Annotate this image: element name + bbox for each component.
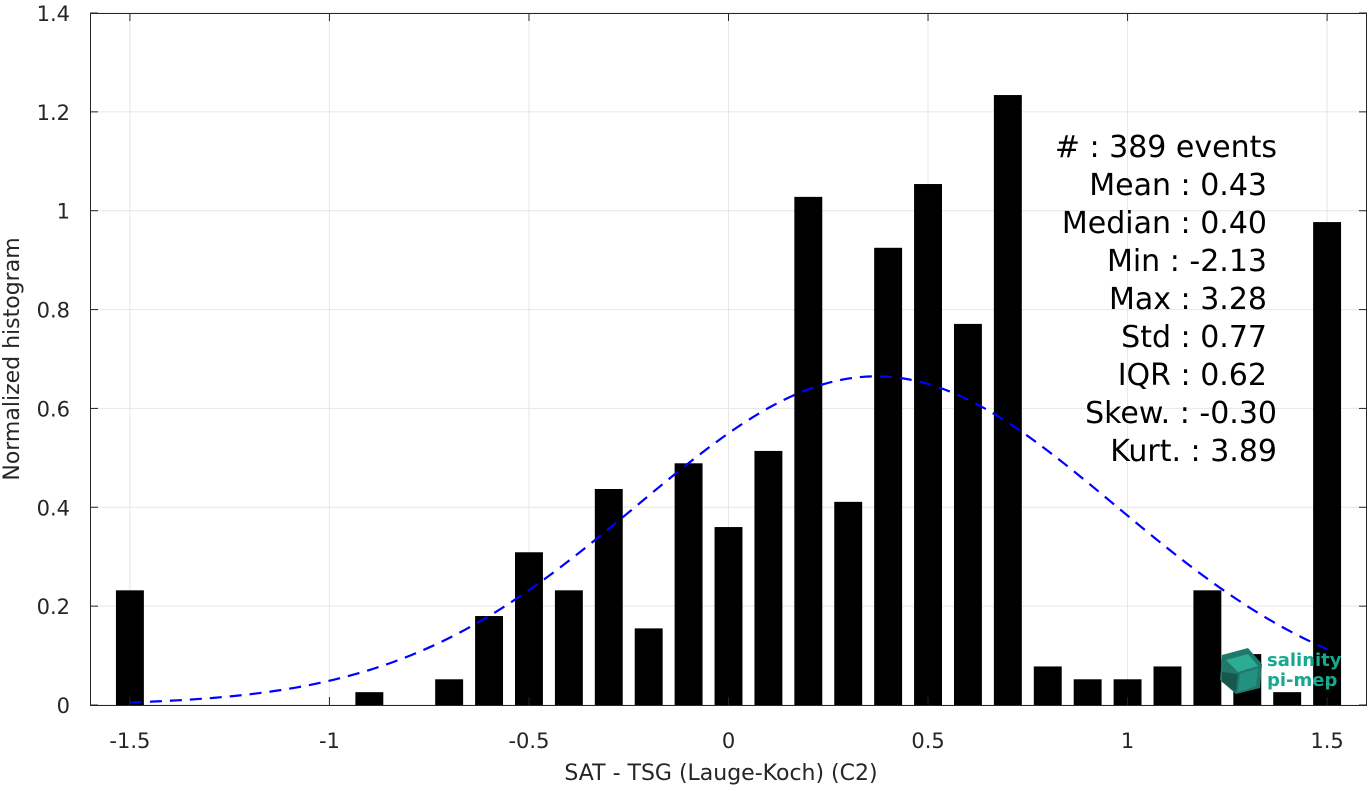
histogram-bars	[115, 95, 1342, 706]
histogram-bar	[115, 590, 144, 705]
histogram-bar	[834, 501, 863, 705]
histogram-bar	[1313, 222, 1342, 705]
histogram-bar	[1073, 679, 1102, 705]
histogram-bar	[953, 323, 982, 705]
y-tick-label: 0.2	[37, 595, 70, 619]
x-tick-label: 0	[722, 729, 735, 753]
histogram-bar	[874, 247, 903, 706]
y-tick-label: 0.4	[37, 496, 70, 520]
histogram-bar	[1033, 666, 1062, 705]
histogram-bar	[714, 527, 743, 705]
x-tick-label: -1.5	[109, 729, 150, 753]
histogram-bar	[435, 679, 464, 705]
histogram-bar	[1273, 692, 1302, 705]
y-tick-label: 1.2	[37, 101, 70, 125]
x-axis-label: SAT - TSG (Lauge-Koch) (C2)	[564, 761, 877, 786]
stat-line: Min : -2.13	[1107, 244, 1267, 279]
x-tick-label: 1.5	[1310, 729, 1343, 753]
histogram-bar	[674, 463, 703, 705]
y-tick-label: 0.6	[37, 397, 70, 421]
axis-ticks: -1.5 -1 -0.5 0 0.5 1 1.5 0 0.2 0.4 0.6 0.8 1 1.2 1.4	[37, 2, 1367, 753]
histogram-bar	[1153, 666, 1182, 705]
y-tick-label: 0	[57, 694, 70, 718]
y-tick-label: 1.4	[37, 2, 70, 26]
histogram-bar	[754, 450, 783, 705]
logo-line-1: salinity	[1267, 650, 1342, 671]
stat-line: IQR : 0.62	[1118, 358, 1267, 393]
histogram-bar	[993, 95, 1022, 705]
salinity-pi-mep-logo: salinity pi-mep	[1220, 648, 1342, 694]
stat-line: Max : 3.28	[1109, 282, 1267, 317]
y-axis-label: Normalized histogram	[0, 237, 25, 480]
histogram-bar	[594, 488, 623, 705]
logo-line-2: pi-mep	[1267, 670, 1337, 691]
x-tick-label: -1	[319, 729, 340, 753]
stat-line: Kurt. : 3.89	[1110, 434, 1277, 469]
histogram-bar	[475, 616, 504, 705]
stat-line: Std : 0.77	[1121, 320, 1267, 355]
histogram-bar	[554, 590, 583, 705]
stat-line: Mean : 0.43	[1089, 168, 1267, 203]
stat-line: Skew. : -0.30	[1085, 396, 1277, 431]
x-tick-label: 1	[1121, 729, 1134, 753]
logo-cube-icon	[1220, 648, 1262, 694]
histogram-bar	[355, 692, 384, 705]
stat-line: Median : 0.40	[1062, 206, 1267, 241]
x-tick-label: -0.5	[508, 729, 549, 753]
y-tick-label: 1	[57, 200, 70, 224]
histogram-bar	[914, 184, 942, 706]
normal-fit-curve	[129, 375, 1328, 704]
x-tick-label: 0.5	[911, 729, 944, 753]
stat-line: # : 389 events	[1055, 130, 1277, 165]
y-tick-label: 0.8	[37, 299, 70, 323]
histogram-bar	[1193, 590, 1222, 705]
histogram-bar	[634, 628, 663, 705]
grid	[90, 12, 1367, 706]
histogram-bar	[794, 196, 823, 706]
histogram-bar	[515, 552, 543, 705]
